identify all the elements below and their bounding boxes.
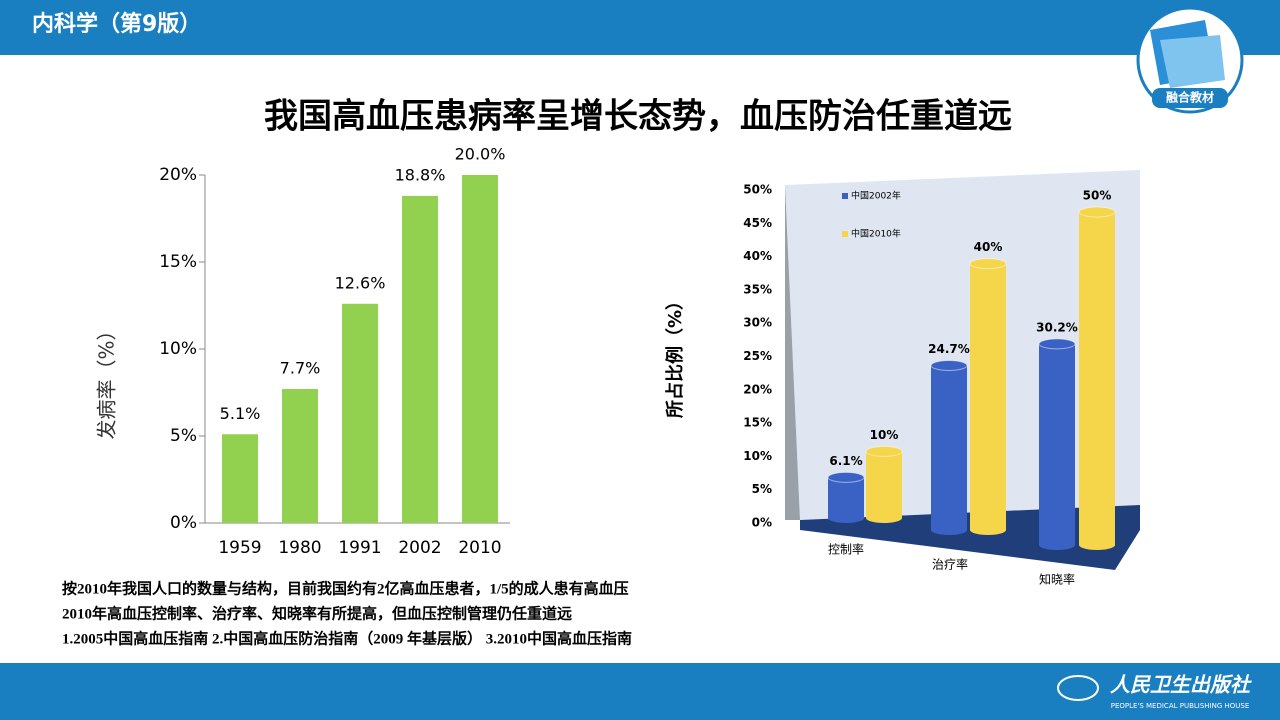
- data-label: 7.7%: [280, 359, 321, 378]
- publisher-logo: [1057, 675, 1099, 701]
- note: 2010年高血压控制率、治疗率、知晓率有所提高，但血压控制管理仍任重道远: [62, 604, 572, 622]
- x-tick-label: 治疗率: [932, 557, 968, 572]
- y-tick-label: 50%: [743, 183, 772, 197]
- y-tick-label: 40%: [743, 249, 772, 263]
- data-label: 5.1%: [220, 404, 261, 423]
- y-tick-label: 45%: [743, 216, 772, 230]
- logo-text: 融合教材: [1166, 90, 1214, 105]
- y-tick-label: 5%: [170, 426, 197, 446]
- y-tick-label: 35%: [743, 282, 772, 296]
- x-tick-label: 1980: [278, 538, 321, 558]
- legend-label: 中国2010年: [851, 228, 901, 240]
- legend-swatch: [842, 231, 848, 237]
- cylinder-top: [1078, 206, 1116, 218]
- bar: [462, 175, 498, 523]
- y-tick-label: 15%: [743, 416, 772, 430]
- cylinder-top: [865, 445, 903, 457]
- y-tick-label: 0%: [752, 516, 772, 530]
- cylinder-top: [930, 359, 968, 371]
- legend-swatch: [842, 193, 848, 199]
- cylinder-top: [969, 258, 1007, 270]
- data-label: 20.0%: [455, 145, 506, 164]
- footer-bar: [0, 663, 1280, 720]
- data-label: 18.8%: [395, 165, 446, 184]
- bar: [866, 451, 902, 518]
- y-tick-label: 25%: [743, 349, 772, 363]
- note: 1.2005中国高血压指南 2.中国高血压防治指南（2009 年基层版） 3.2…: [62, 629, 632, 647]
- y-tick-label: 10%: [743, 449, 772, 463]
- cylinder-top: [1038, 338, 1076, 350]
- header-title: 内科学（第9版）: [32, 11, 201, 37]
- data-label: 12.6%: [335, 273, 386, 292]
- bar: [1079, 212, 1115, 545]
- header-bar: [0, 0, 1280, 55]
- data-label: 40%: [974, 240, 1003, 254]
- bar: [931, 365, 967, 530]
- y-tick-label: 5%: [752, 482, 772, 496]
- y-tick-label: 20%: [743, 382, 772, 396]
- y-tick-label: 10%: [159, 339, 197, 359]
- slide-title: 我国高血压患病率呈增长态势，血压防治任重道远: [264, 97, 1012, 137]
- bar: [828, 477, 864, 518]
- logo-badge: [1152, 88, 1228, 108]
- y-tick-label: 20%: [159, 165, 197, 185]
- y-axis-label: 所占比例（%）: [664, 292, 686, 418]
- x-tick-label: 1959: [218, 538, 261, 558]
- publisher: 人民卫生出版社: [1110, 673, 1252, 697]
- cylinder-top: [827, 471, 865, 483]
- bar: [970, 263, 1006, 530]
- side-wall: [785, 185, 800, 520]
- y-tick-label: 30%: [743, 316, 772, 330]
- bar: [342, 303, 378, 523]
- bar: [222, 434, 258, 523]
- note: 按2010年我国人口的数量与结构，目前我国约有2亿高血压患者，1/5的成人患有高…: [62, 579, 629, 597]
- bar: [282, 389, 318, 523]
- logo-book: [1160, 35, 1225, 88]
- data-label: 30.2%: [1036, 320, 1078, 334]
- data-label: 50%: [1083, 189, 1112, 203]
- x-tick-label: 控制率: [828, 542, 864, 557]
- legend-label: 中国2002年: [851, 190, 901, 202]
- y-axis-label: 发病率（%）: [95, 320, 119, 439]
- publisher-en: PEOPLE'S MEDICAL PUBLISHING HOUSE: [1111, 702, 1250, 710]
- y-tick-label: 0%: [170, 513, 197, 533]
- data-label: 6.1%: [829, 454, 862, 468]
- x-tick-label: 2002: [398, 538, 441, 558]
- x-tick-label: 2010: [458, 538, 501, 558]
- bar: [1039, 343, 1075, 545]
- x-tick-label: 1991: [338, 538, 381, 558]
- bar: [402, 195, 438, 523]
- x-tick-label: 知晓率: [1039, 572, 1075, 587]
- data-label: 10%: [870, 428, 899, 442]
- data-label: 24.7%: [928, 342, 970, 356]
- y-tick-label: 15%: [159, 252, 197, 272]
